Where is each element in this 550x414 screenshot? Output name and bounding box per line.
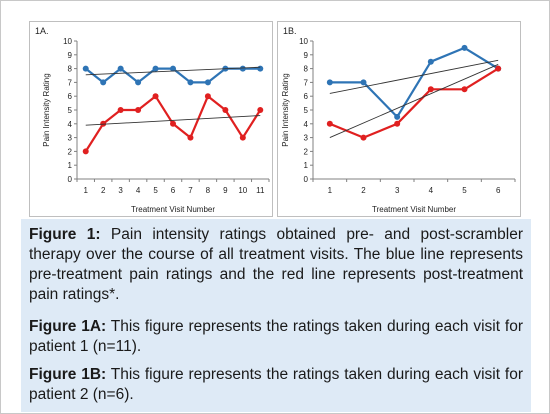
chart-1b-x-tick-label: 1 xyxy=(328,186,333,195)
chart-1a-y-tick-label: 5 xyxy=(68,106,73,115)
chart-1a-series-0-point xyxy=(257,65,264,72)
chart-1a-x-tick-label: 3 xyxy=(118,186,123,195)
chart-1b: 1B. 0 1 2 3 4 5 6 7 8 9 10 1 2 3 4 5 6 Treatment Visit Num… xyxy=(277,21,521,217)
chart-1a-y-tick-label: 7 xyxy=(68,78,73,87)
chart-1a-border xyxy=(29,21,273,217)
chart-1a-series-1-point xyxy=(170,120,176,127)
chart-1a-series-0-point xyxy=(100,79,107,86)
caption-figure-1b-text: This figure represents the ratings taken… xyxy=(29,366,523,403)
chart-1b-x-tick-label: 6 xyxy=(496,186,501,195)
chart-1a-series-1-point xyxy=(187,134,194,141)
chart-1a-series-0-point xyxy=(204,79,211,86)
chart-1a-series-1-point xyxy=(82,148,89,155)
chart-1a-x-axis-title: Treatment Visit Number xyxy=(131,205,215,214)
chart-1b-y-tick-label: 2 xyxy=(304,147,309,156)
chart-1a-y-tick-label: 9 xyxy=(68,51,73,60)
chart-1a-x-tick-label: 6 xyxy=(171,186,176,195)
chart-1b-y-tick-label: 4 xyxy=(304,120,309,129)
chart-1a-series-1-point xyxy=(222,107,229,113)
chart-1b-y-tick-label: 0 xyxy=(304,175,309,184)
chart-1a-series-0-point xyxy=(82,65,89,72)
chart-1b-series-1-point xyxy=(326,120,333,127)
chart-1b-y-tick-label: 6 xyxy=(304,92,309,101)
chart-1a-series-0-point xyxy=(117,65,124,72)
chart-1b-y-tick-label: 10 xyxy=(299,37,308,46)
chart-1a-x-tick-label: 8 xyxy=(206,186,211,195)
chart-1b-series-0-point xyxy=(461,44,468,51)
chart-1a-panel-label: 1A. xyxy=(35,26,49,36)
chart-1b-series-0-point xyxy=(326,79,333,86)
chart-1b-x-tick-label: 5 xyxy=(462,186,467,195)
chart-1a-series-1-point xyxy=(239,134,246,141)
chart-1b-y-axis-title: Pain Intensity Rating xyxy=(281,73,290,146)
chart-1b-series-0-point xyxy=(360,79,367,86)
chart-1a-x-tick-label: 5 xyxy=(153,186,158,195)
caption-figure-1: Figure 1: Pain intensity ratings obtaine… xyxy=(29,225,523,305)
chart-1b-trendline-0 xyxy=(329,59,499,94)
caption-figure-1-text: Pain intensity ratings obtained pre- and… xyxy=(29,226,523,303)
chart-1b-series-0-point xyxy=(394,113,401,120)
caption-figure-1a-text: This figure represents the ratings taken… xyxy=(29,318,523,355)
chart-1a-series-0-point xyxy=(152,65,159,72)
chart-1a-series-0-point xyxy=(135,79,142,86)
chart-1b-series-1-point xyxy=(461,86,468,93)
chart-1b-series-0-point xyxy=(427,58,434,65)
chart-1b-y-tick-label: 7 xyxy=(304,78,309,87)
chart-1b-y-tick-label: 9 xyxy=(304,51,309,60)
chart-1a-x-tick-label: 1 xyxy=(84,186,89,195)
chart-1b-series-1-point xyxy=(394,120,401,127)
chart-1a-trendline-1 xyxy=(85,115,261,126)
chart-1a-series-1-point xyxy=(257,107,264,113)
chart-1a-series-1-point xyxy=(135,107,142,113)
chart-1b-series-1-point xyxy=(360,134,367,141)
chart-1b-y-tick-label: 5 xyxy=(304,106,309,115)
chart-1a-x-tick-label: 11 xyxy=(256,186,265,195)
chart-1b-series-0-line xyxy=(329,46,499,119)
chart-1b-trendline-1 xyxy=(329,64,499,139)
chart-1a-series-1-point xyxy=(152,93,159,100)
chart-1b-x-tick-label: 4 xyxy=(429,186,434,195)
chart-1a-x-tick-label: 9 xyxy=(223,186,228,195)
caption-figure-1a-label: Figure 1A: xyxy=(29,318,107,335)
chart-1a-y-axis-title: Pain Intensity Rating xyxy=(42,73,51,146)
chart-1a-trendline-0 xyxy=(85,66,261,76)
chart-1b-x-tick-label: 3 xyxy=(395,186,400,195)
chart-1a-y-tick-label: 6 xyxy=(68,92,73,101)
chart-1a-y-tick-label: 4 xyxy=(68,120,73,129)
chart-1a-y-tick-label: 3 xyxy=(68,134,73,143)
chart-1a-x-tick-label: 4 xyxy=(136,186,141,195)
caption-figure-1a: Figure 1A: This figure represents the ra… xyxy=(29,317,523,357)
caption-figure-1-label: Figure 1: xyxy=(29,226,101,243)
chart-1b-series-1-point xyxy=(427,86,434,93)
chart-1a-y-tick-label: 1 xyxy=(68,161,73,170)
chart-1a-x-tick-label: 7 xyxy=(188,186,193,195)
chart-1a-y-tick-label: 10 xyxy=(63,37,72,46)
chart-1a-y-tick-label: 8 xyxy=(68,65,73,74)
chart-1b-y-tick-label: 8 xyxy=(304,65,309,74)
chart-1a-y-tick-label: 0 xyxy=(68,175,73,184)
chart-1a-y-tick-label: 2 xyxy=(68,147,73,156)
chart-1b-series-1-line xyxy=(329,67,499,139)
chart-1b-x-tick-label: 2 xyxy=(361,186,366,195)
chart-1a: 1A. 0 1 2 3 4 5 6 7 8 9 10 1 2 3 4 5 6 7 8 9 10 11 Treatment Vi… xyxy=(29,21,273,217)
chart-1a-series-0-point xyxy=(239,65,246,72)
chart-1b-y-tick-label: 1 xyxy=(304,161,309,170)
chart-1a-x-tick-label: 10 xyxy=(238,186,247,195)
chart-1b-y-tick-label: 3 xyxy=(304,134,309,143)
chart-1a-series-0-point xyxy=(187,79,194,86)
caption-figure-1b: Figure 1B: This figure represents the ra… xyxy=(29,365,523,405)
chart-1a-x-tick-label: 2 xyxy=(101,186,106,195)
chart-1b-x-axis-title: Treatment Visit Number xyxy=(372,205,456,214)
chart-1b-panel-label: 1B. xyxy=(283,26,297,36)
chart-1a-series-0-point xyxy=(170,65,176,72)
caption-box: Figure 1: Pain intensity ratings obtaine… xyxy=(21,219,531,412)
chart-1a-series-1-point xyxy=(117,107,124,113)
caption-figure-1b-label: Figure 1B: xyxy=(29,366,107,383)
chart-1a-series-1-point xyxy=(204,93,211,100)
chart-1b-series-1-point xyxy=(495,65,502,72)
